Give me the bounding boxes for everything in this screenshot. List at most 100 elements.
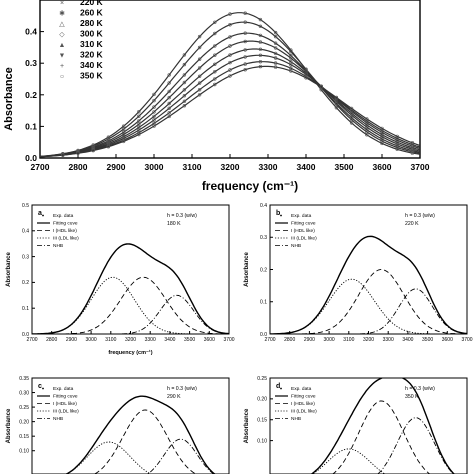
y-tick-label: 0.0 [22, 332, 29, 338]
data-point [258, 47, 263, 51]
y-axis-label: Absorbance [3, 67, 15, 131]
panel-d: 0.10 0.15 0.20 0.25 Absorbance d h = 0.3 (w/w)… [244, 376, 468, 474]
data-point [258, 33, 263, 38]
legend-label: Fitting cuve [53, 394, 78, 400]
x-tick-label: 2900 [66, 337, 77, 343]
data-point [273, 56, 278, 60]
y-tick-label: 0.0 [25, 153, 37, 163]
y-tick-label: 0.20 [19, 419, 29, 425]
data-point [273, 51, 278, 56]
legend-label: III (LDL like) [291, 409, 317, 415]
data-point [152, 114, 156, 119]
x-tick-label: 3400 [164, 337, 175, 343]
x-tick-label: 3500 [422, 337, 433, 343]
panel-a: 2700 2800 2900 3000 3100 3200 3300 3400 3500 3600… [6, 203, 235, 356]
x-tick-label: 2900 [107, 162, 126, 172]
data-point [380, 126, 384, 131]
panel-label: a [38, 210, 42, 217]
x-tick-label: 3400 [402, 337, 413, 343]
plot-frame [31, 377, 230, 474]
panel-annotation: 180 K [167, 221, 181, 227]
data-point [228, 74, 232, 78]
legend-label: 300 K [80, 29, 104, 39]
legend-marker-x: × [60, 0, 64, 7]
data-point [243, 67, 247, 72]
x-axis-label-name: frequency [202, 179, 263, 193]
panel-b: 2700 2800 2900 3000 3100 3200 3300 3400 3500 3600… [244, 203, 473, 343]
series-line-220K [40, 12, 420, 157]
x-tick-label: 3200 [125, 337, 136, 343]
x-tick-label: 3200 [221, 162, 240, 172]
y-tick-label: 0.5 [22, 203, 29, 209]
legend-label: 340 K [80, 60, 104, 70]
data-point [365, 117, 369, 121]
data-point [167, 106, 171, 111]
data-point [213, 20, 217, 24]
data-point [243, 11, 247, 15]
plot-area [310, 378, 456, 474]
data-point [213, 62, 217, 67]
data-point [121, 130, 126, 134]
data-point [182, 62, 187, 67]
x-tick-label: 3000 [324, 337, 335, 343]
legend-label: NHB [53, 416, 63, 422]
data-point [182, 99, 187, 104]
legend-label: Exp. data [53, 386, 74, 392]
x-axis-label: frequency (cm⁻¹) [108, 349, 152, 356]
panel-label: d [276, 383, 280, 390]
y-tick-label: 0.3 [260, 235, 267, 241]
data-point [380, 141, 384, 146]
y-tick-label: 0.3 [25, 58, 37, 68]
x-tick-label: 2700 [26, 337, 37, 343]
component-curve-1 [270, 278, 467, 334]
data-point [197, 93, 202, 97]
panel-annotation: h = 0.3 (w/w) [167, 213, 197, 219]
component-curve-2 [270, 288, 467, 334]
legend-label: I (HDL like) [291, 401, 315, 407]
y-tick-label: 0.20 [257, 397, 267, 403]
legend-label: Exp. data [291, 213, 312, 219]
x-tick-label: 3600 [442, 337, 453, 343]
y-tick-label: 0.15 [257, 417, 267, 423]
legend-marker [280, 387, 282, 390]
data-point [182, 80, 187, 85]
data-point [182, 88, 187, 92]
component-curve-1 [311, 448, 386, 474]
y-axis-label: Absorbance [244, 252, 250, 287]
data-point [213, 77, 217, 81]
data-point [243, 48, 247, 52]
data-point [182, 93, 187, 98]
legend-label: Fitting cuve [291, 394, 316, 400]
x-tick-label: 3300 [259, 162, 278, 172]
data-point [380, 132, 384, 137]
data-point [258, 24, 263, 28]
y-axis-label: Absorbance [6, 408, 12, 443]
y-tick-label: 0.2 [25, 90, 37, 100]
data-point [167, 114, 171, 119]
panel-annotation: h = 0.3 (w/w) [405, 386, 435, 392]
data-point [273, 30, 278, 35]
data-point [213, 31, 217, 36]
y-axis-label: Absorbance [244, 408, 250, 443]
plot-frame [269, 377, 468, 474]
data-point [243, 39, 247, 44]
data-point [137, 128, 141, 132]
data-point [349, 106, 354, 111]
legend-label: Exp. data [291, 386, 312, 392]
panel-label: c [38, 383, 42, 390]
legend-marker-triangle-down: ▼ [59, 53, 66, 60]
data-point [365, 130, 369, 134]
data-point [243, 62, 247, 66]
panel-annotation: h = 0.3 (w/w) [405, 213, 435, 219]
x-tick-label: 3100 [343, 337, 354, 343]
data-point [152, 118, 156, 122]
data-point [380, 128, 384, 133]
data-point [213, 53, 217, 57]
data-point [243, 55, 247, 59]
legend-marker-triangle-open: △ [59, 21, 65, 28]
data-point [243, 31, 247, 35]
data-point [380, 135, 384, 139]
data-point [152, 92, 156, 97]
x-tick-label: 3300 [145, 337, 156, 343]
component-curve-2 [377, 417, 455, 474]
